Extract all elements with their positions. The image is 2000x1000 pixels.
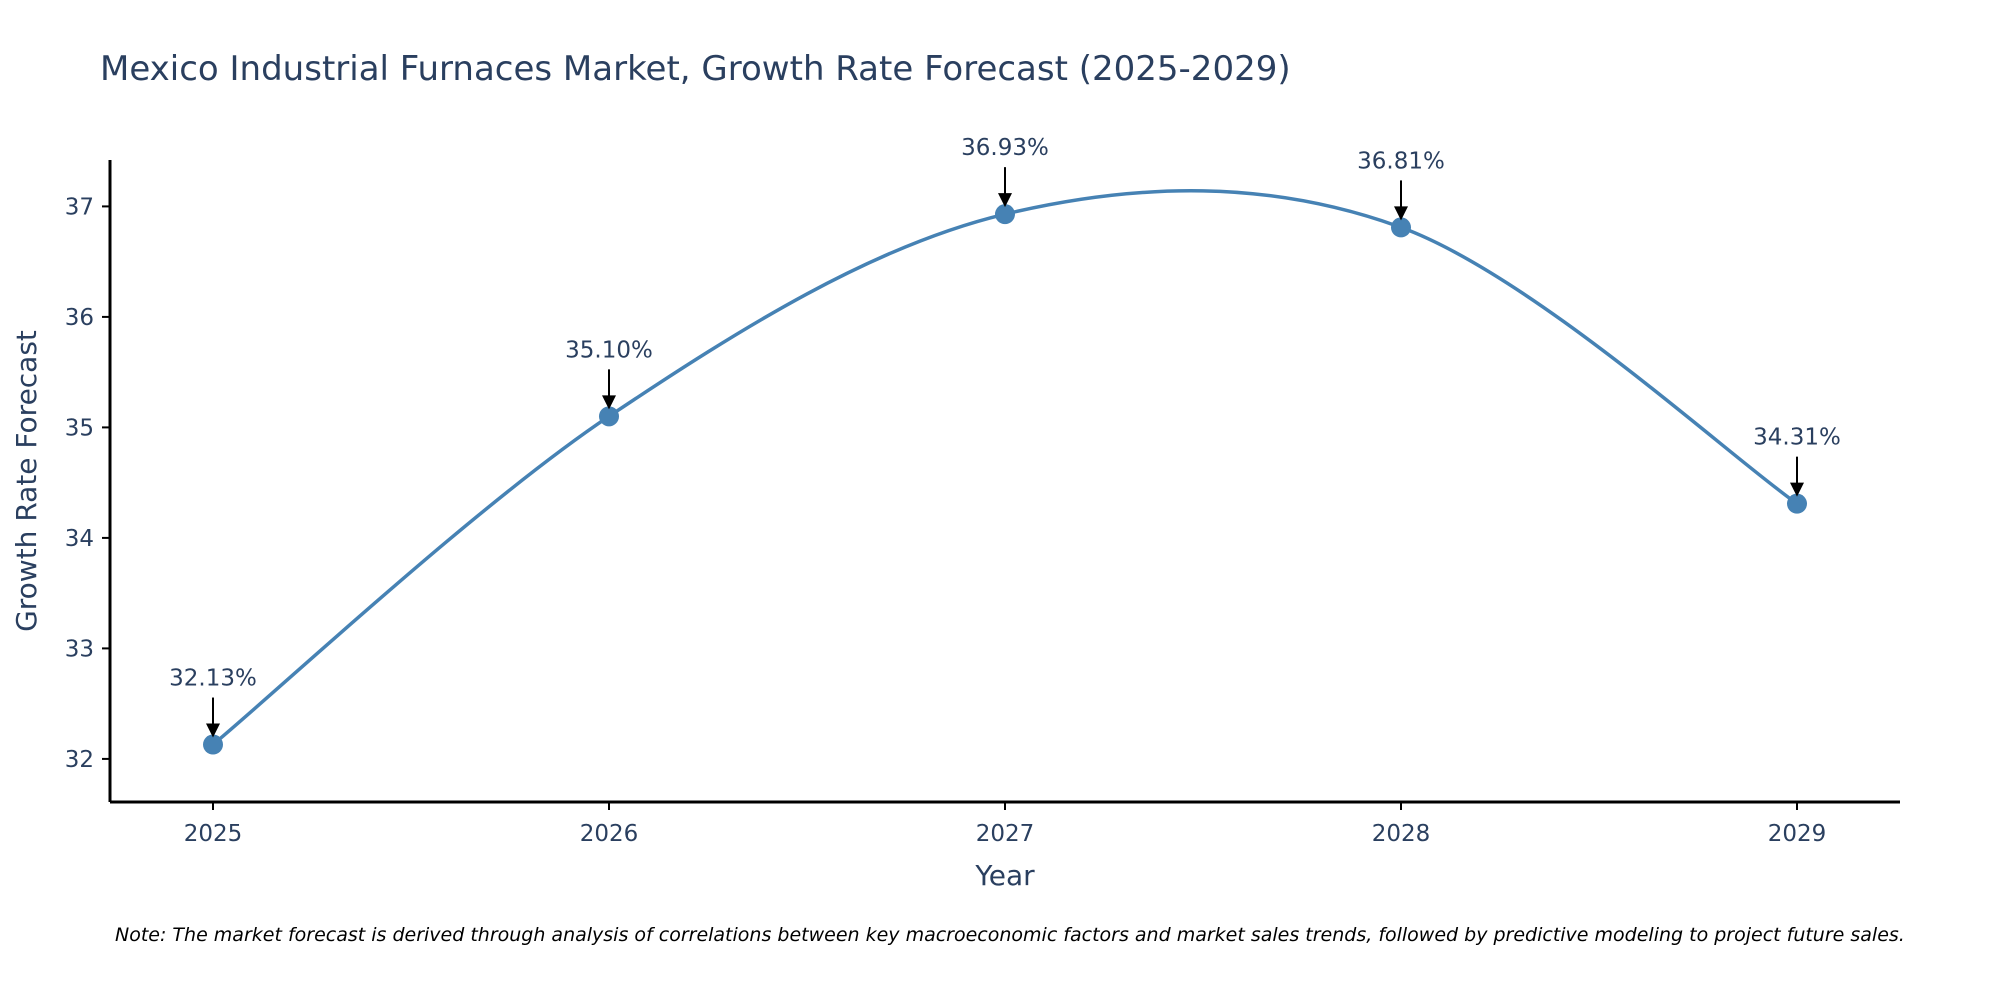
data-point-2025 <box>203 734 223 755</box>
annotation-2028: 36.81% <box>1357 148 1445 221</box>
annotation-arrow-head <box>998 193 1012 208</box>
data-label: 34.31% <box>1753 425 1841 451</box>
data-label: 35.10% <box>565 337 653 363</box>
x-tick-label: 2025 <box>184 821 243 847</box>
data-point-2026 <box>599 406 619 427</box>
annotation-2026: 35.10% <box>565 337 653 410</box>
annotation-2027: 36.93% <box>961 135 1049 208</box>
x-tick-label: 2028 <box>1372 821 1431 847</box>
y-tick-label: 33 <box>65 636 94 662</box>
data-point-2028 <box>1391 217 1411 238</box>
annotation-arrow-head <box>1790 482 1804 497</box>
data-annotations: 32.13% 35.10% 36.93% 36.81% 34.31% <box>169 135 1841 738</box>
annotation-2029: 34.31% <box>1753 425 1841 497</box>
axes <box>108 160 1900 804</box>
data-label: 36.81% <box>1357 148 1445 174</box>
x-tick-labels: 2025 2026 2027 2028 2029 <box>184 802 1827 847</box>
data-markers <box>203 204 1807 755</box>
chart-title: Mexico Industrial Furnaces Market, Growt… <box>100 49 1291 89</box>
x-tick-label: 2029 <box>1768 821 1827 847</box>
annotation-arrow-head <box>206 723 220 738</box>
data-point-2029 <box>1787 493 1807 514</box>
footnote: Note: The market forecast is derived thr… <box>115 924 1905 946</box>
x-tick-label: 2027 <box>976 821 1035 847</box>
x-axis-title: Year <box>974 859 1035 892</box>
annotation-2025: 32.13% <box>169 666 257 738</box>
data-label: 32.13% <box>169 666 257 692</box>
y-tick-labels: 32 33 34 35 36 37 <box>65 194 110 773</box>
annotation-arrow-head <box>1394 206 1408 221</box>
y-axis-title: Growth Rate Forecast <box>10 330 43 632</box>
data-label: 36.93% <box>961 135 1049 161</box>
y-tick-label: 36 <box>65 305 94 331</box>
x-tick-label: 2026 <box>580 821 639 847</box>
y-tick-label: 34 <box>65 526 94 552</box>
y-tick-label: 35 <box>65 415 94 441</box>
y-tick-label: 37 <box>65 194 94 220</box>
y-tick-label: 32 <box>65 747 94 773</box>
data-point-2027 <box>995 204 1015 225</box>
annotation-arrow-head <box>602 395 616 410</box>
series-line <box>211 189 1799 746</box>
